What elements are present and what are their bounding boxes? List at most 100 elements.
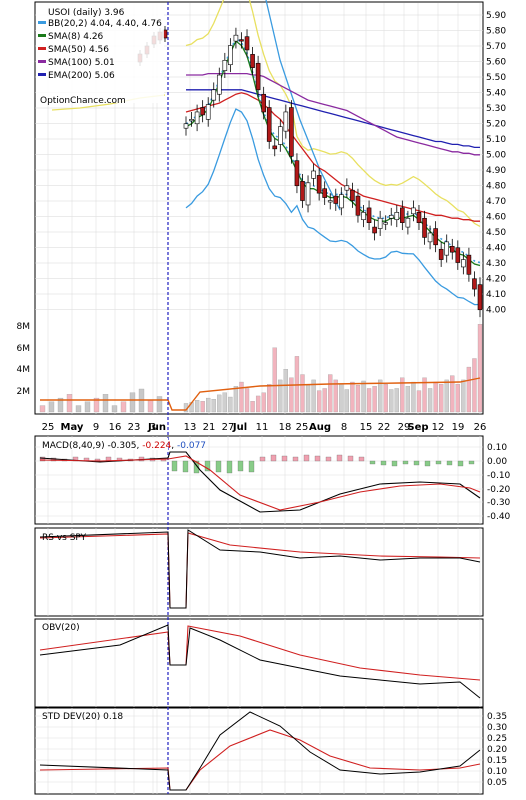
legend-item-label: SMA(8) 4.26 — [48, 32, 104, 42]
macd-histogram-bar — [446, 460, 453, 466]
date-label: 16 — [109, 422, 122, 433]
volume-bar — [239, 381, 244, 413]
macd-histogram-bar — [314, 455, 321, 462]
obv-panel — [34, 618, 484, 708]
macd-histogram-bar — [435, 460, 442, 465]
volume-bar — [389, 389, 394, 413]
volume-bar — [278, 379, 283, 413]
std-title: STD DEV(20) 0.18 — [42, 712, 123, 722]
candle-body — [366, 207, 372, 223]
legend-item-label: EMA(200) 5.06 — [48, 71, 115, 81]
obv-line — [39, 624, 481, 699]
candle-body — [200, 107, 205, 116]
candle-body — [216, 74, 222, 95]
macd-tick-label: 0.00 — [487, 457, 507, 467]
price-tick-label: 5.20 — [486, 120, 506, 130]
legend-swatch — [38, 21, 46, 24]
volume-bar — [272, 347, 277, 413]
volume-bar — [289, 377, 294, 413]
volume-bar — [466, 366, 472, 413]
date-label: 8 — [341, 422, 347, 433]
volume-bar — [294, 356, 300, 413]
volume-bar — [405, 386, 411, 413]
volume-bar — [84, 401, 91, 413]
volume-bar — [344, 389, 350, 413]
candle-body — [255, 62, 261, 91]
candle-body — [344, 185, 350, 191]
candle-body — [266, 107, 272, 142]
macd-tick-label: 0.10 — [487, 443, 507, 453]
std-tick-label: 0.35 — [487, 712, 507, 722]
std-tick-label: 0.25 — [487, 734, 507, 744]
volume-bar — [477, 324, 483, 413]
volume-bar — [66, 394, 73, 413]
date-label: Aug — [309, 422, 331, 433]
volume-bar — [394, 388, 399, 413]
volume-bar — [444, 379, 449, 413]
volume-bar — [217, 394, 222, 413]
volume-bar — [416, 390, 422, 413]
date-label: 9 — [93, 422, 99, 433]
candle-body — [444, 241, 450, 256]
candle-body — [377, 217, 383, 229]
price-tick-label: 5.00 — [486, 151, 506, 161]
sma8-line — [185, 40, 481, 267]
volume-bar — [305, 385, 311, 413]
candle-body — [316, 175, 322, 194]
candle-body — [449, 245, 455, 253]
date-label: Jun — [147, 422, 166, 433]
macd-title: MACD(8,40,9) -0.305, -0.224, -0.077 — [42, 441, 206, 451]
candle-body — [189, 119, 194, 122]
price-tick-label: 4.30 — [486, 259, 506, 269]
volume-bar — [111, 405, 118, 413]
volume-bar — [244, 388, 250, 413]
candle-body — [411, 207, 416, 215]
volume-tick-label: 6M — [17, 344, 31, 354]
volume-bar — [433, 381, 438, 413]
volume-tick-label: 4M — [17, 365, 31, 375]
price-tick-label: 5.50 — [486, 73, 506, 83]
macd-histogram-bar — [413, 460, 420, 466]
volume-average-line — [40, 377, 481, 411]
macd-histogram-bar — [193, 460, 200, 474]
volume-bar — [57, 397, 64, 413]
macd-histogram-bar — [468, 460, 475, 465]
date-label: 18 — [279, 422, 292, 433]
date-label: 25 — [42, 422, 55, 433]
date-label: Jul — [232, 422, 247, 433]
watermark: OptionChance.com — [40, 96, 126, 106]
date-label: 15 — [360, 422, 373, 433]
volume-bar — [39, 405, 46, 413]
macd-histogram-bar — [369, 460, 376, 465]
std-tick-label: 0.05 — [487, 778, 507, 788]
macd-histogram-bar — [292, 456, 299, 462]
ema200-line — [186, 89, 480, 149]
candle-body — [422, 217, 427, 238]
price-tick-label: 4.10 — [486, 290, 506, 300]
macd-histogram-bar — [457, 460, 464, 467]
price-tick-label: 5.30 — [486, 104, 506, 114]
date-label: 11 — [256, 422, 269, 433]
volume-bar — [422, 377, 427, 413]
std-line — [39, 711, 481, 791]
volume-bar — [250, 401, 255, 413]
volume-bar — [450, 375, 455, 413]
std-panel — [34, 707, 484, 795]
candle-body — [455, 247, 461, 263]
macd-histogram-bar — [336, 454, 343, 462]
volume-bar — [383, 384, 388, 413]
candle-body — [222, 59, 228, 71]
volume-bar — [455, 384, 460, 413]
macd-signal-line — [39, 455, 481, 511]
bollinger-lower-line — [185, 108, 481, 306]
macd-histogram-bar — [182, 460, 189, 473]
macd-histogram-bar — [424, 460, 431, 467]
volume-bar — [355, 385, 361, 413]
volume-bar — [211, 399, 216, 413]
macd-histogram-bar — [204, 460, 211, 472]
rs-title: RS vs SPY — [42, 533, 87, 543]
candle-body — [322, 188, 327, 198]
date-label: 25 — [296, 422, 309, 433]
volume-bar — [311, 379, 316, 413]
date-label: 19 — [452, 422, 465, 433]
